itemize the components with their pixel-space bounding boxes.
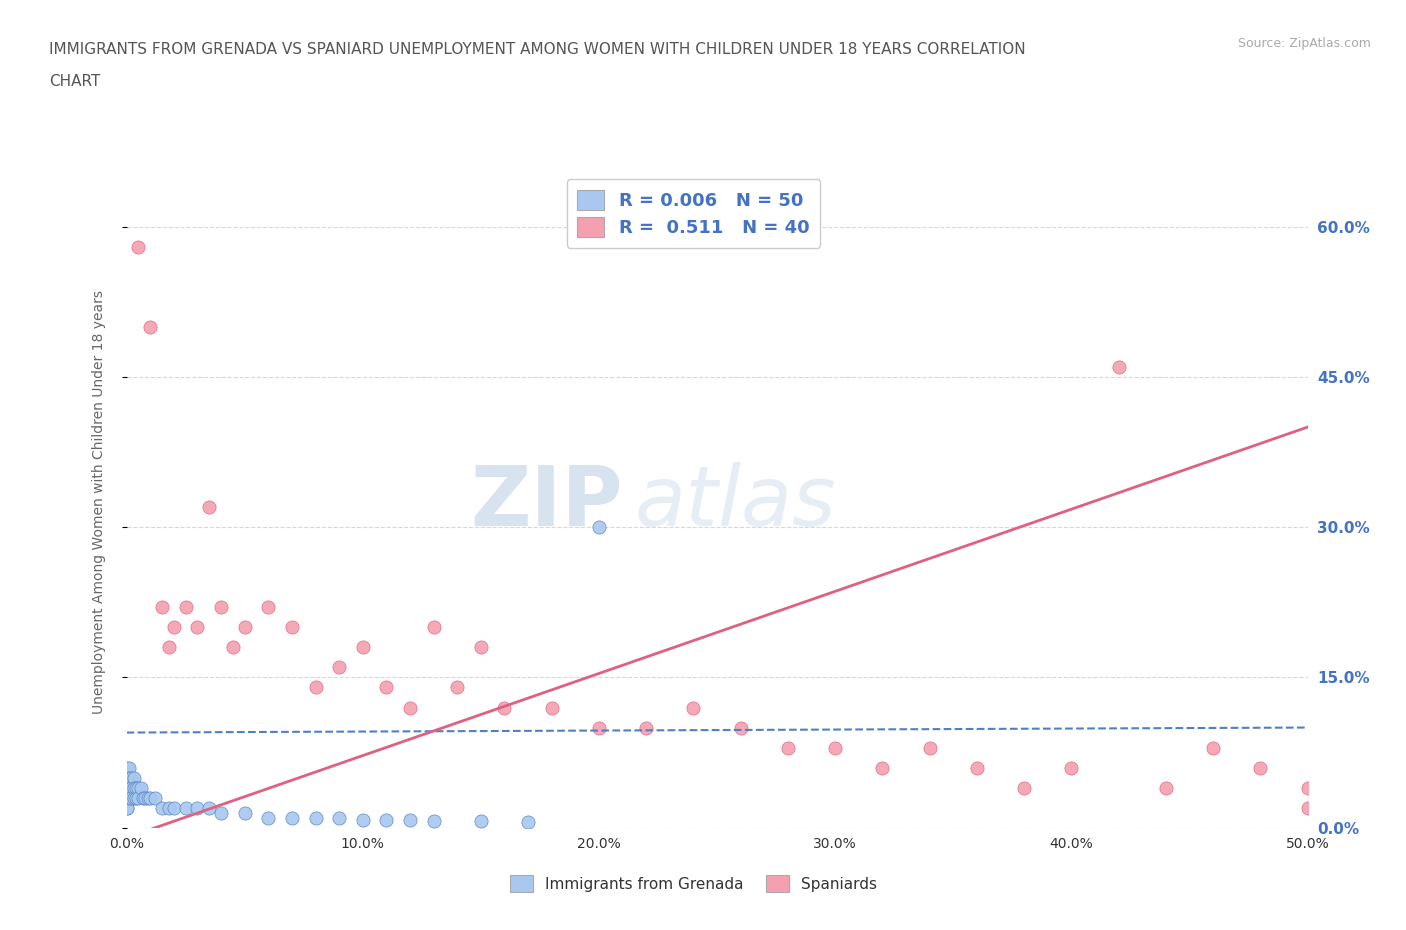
Point: [120, 770, 142, 785]
Point: [281, 620, 304, 635]
Point: [494, 700, 516, 715]
Point: [399, 812, 422, 827]
Point: [470, 813, 492, 828]
Point: [115, 780, 138, 795]
Point: [198, 499, 221, 514]
Point: [209, 600, 232, 615]
Point: [157, 640, 180, 655]
Point: [120, 780, 142, 795]
Point: [304, 810, 326, 825]
Point: [872, 760, 894, 775]
Text: ZIP: ZIP: [470, 461, 623, 543]
Point: [281, 810, 304, 825]
Point: [222, 640, 245, 655]
Point: [115, 790, 138, 805]
Point: [139, 320, 162, 335]
Point: [118, 760, 141, 775]
Point: [127, 780, 149, 795]
Point: [186, 620, 208, 635]
Point: [233, 805, 256, 820]
Point: [118, 770, 141, 785]
Point: [115, 790, 138, 805]
Point: [470, 640, 492, 655]
Y-axis label: Unemployment Among Women with Children Under 18 years: Unemployment Among Women with Children U…: [91, 290, 105, 714]
Point: [118, 790, 141, 805]
Point: [1249, 760, 1271, 775]
Point: [115, 800, 138, 815]
Point: [115, 780, 138, 795]
Point: [304, 680, 326, 695]
Text: CHART: CHART: [49, 74, 101, 89]
Point: [115, 780, 138, 795]
Point: [115, 770, 138, 785]
Point: [1154, 780, 1177, 795]
Point: [198, 800, 221, 815]
Point: [824, 740, 846, 755]
Point: [682, 700, 704, 715]
Point: [163, 800, 186, 815]
Point: [163, 620, 186, 635]
Point: [118, 780, 141, 795]
Point: [150, 800, 173, 815]
Point: [134, 790, 156, 805]
Point: [399, 700, 422, 715]
Point: [588, 720, 610, 735]
Point: [422, 813, 444, 828]
Point: [115, 760, 138, 775]
Point: [918, 740, 941, 755]
Point: [375, 812, 398, 827]
Point: [352, 640, 374, 655]
Text: IMMIGRANTS FROM GRENADA VS SPANIARD UNEMPLOYMENT AMONG WOMEN WITH CHILDREN UNDER: IMMIGRANTS FROM GRENADA VS SPANIARD UNEM…: [49, 42, 1026, 57]
Point: [422, 620, 444, 635]
Point: [730, 720, 752, 735]
Point: [115, 770, 138, 785]
Point: [127, 239, 149, 254]
Text: Source: ZipAtlas.com: Source: ZipAtlas.com: [1237, 37, 1371, 50]
Text: atlas: atlas: [634, 461, 837, 543]
Point: [118, 780, 141, 795]
Point: [233, 620, 256, 635]
Point: [966, 760, 988, 775]
Point: [588, 520, 610, 535]
Point: [1202, 740, 1225, 755]
Legend: Immigrants from Grenada, Spaniards: Immigrants from Grenada, Spaniards: [503, 870, 883, 898]
Point: [129, 780, 152, 795]
Point: [352, 812, 374, 827]
Point: [446, 680, 468, 695]
Point: [136, 790, 159, 805]
Point: [1296, 780, 1319, 795]
Point: [122, 770, 145, 785]
Point: [139, 790, 162, 805]
Point: [1108, 360, 1130, 375]
Point: [157, 800, 180, 815]
Point: [120, 790, 142, 805]
Point: [143, 790, 166, 805]
Point: [1012, 780, 1035, 795]
Point: [1060, 760, 1083, 775]
Point: [127, 790, 149, 805]
Point: [122, 790, 145, 805]
Point: [257, 600, 280, 615]
Point: [636, 720, 658, 735]
Point: [150, 600, 173, 615]
Point: [125, 780, 148, 795]
Point: [122, 780, 145, 795]
Point: [1296, 800, 1319, 815]
Point: [517, 815, 540, 830]
Point: [328, 810, 350, 825]
Point: [174, 600, 197, 615]
Point: [540, 700, 562, 715]
Point: [132, 790, 155, 805]
Point: [375, 680, 398, 695]
Point: [257, 810, 280, 825]
Point: [125, 790, 148, 805]
Point: [328, 660, 350, 675]
Point: [186, 800, 208, 815]
Point: [115, 800, 138, 815]
Point: [776, 740, 799, 755]
Point: [209, 805, 232, 820]
Point: [174, 800, 197, 815]
